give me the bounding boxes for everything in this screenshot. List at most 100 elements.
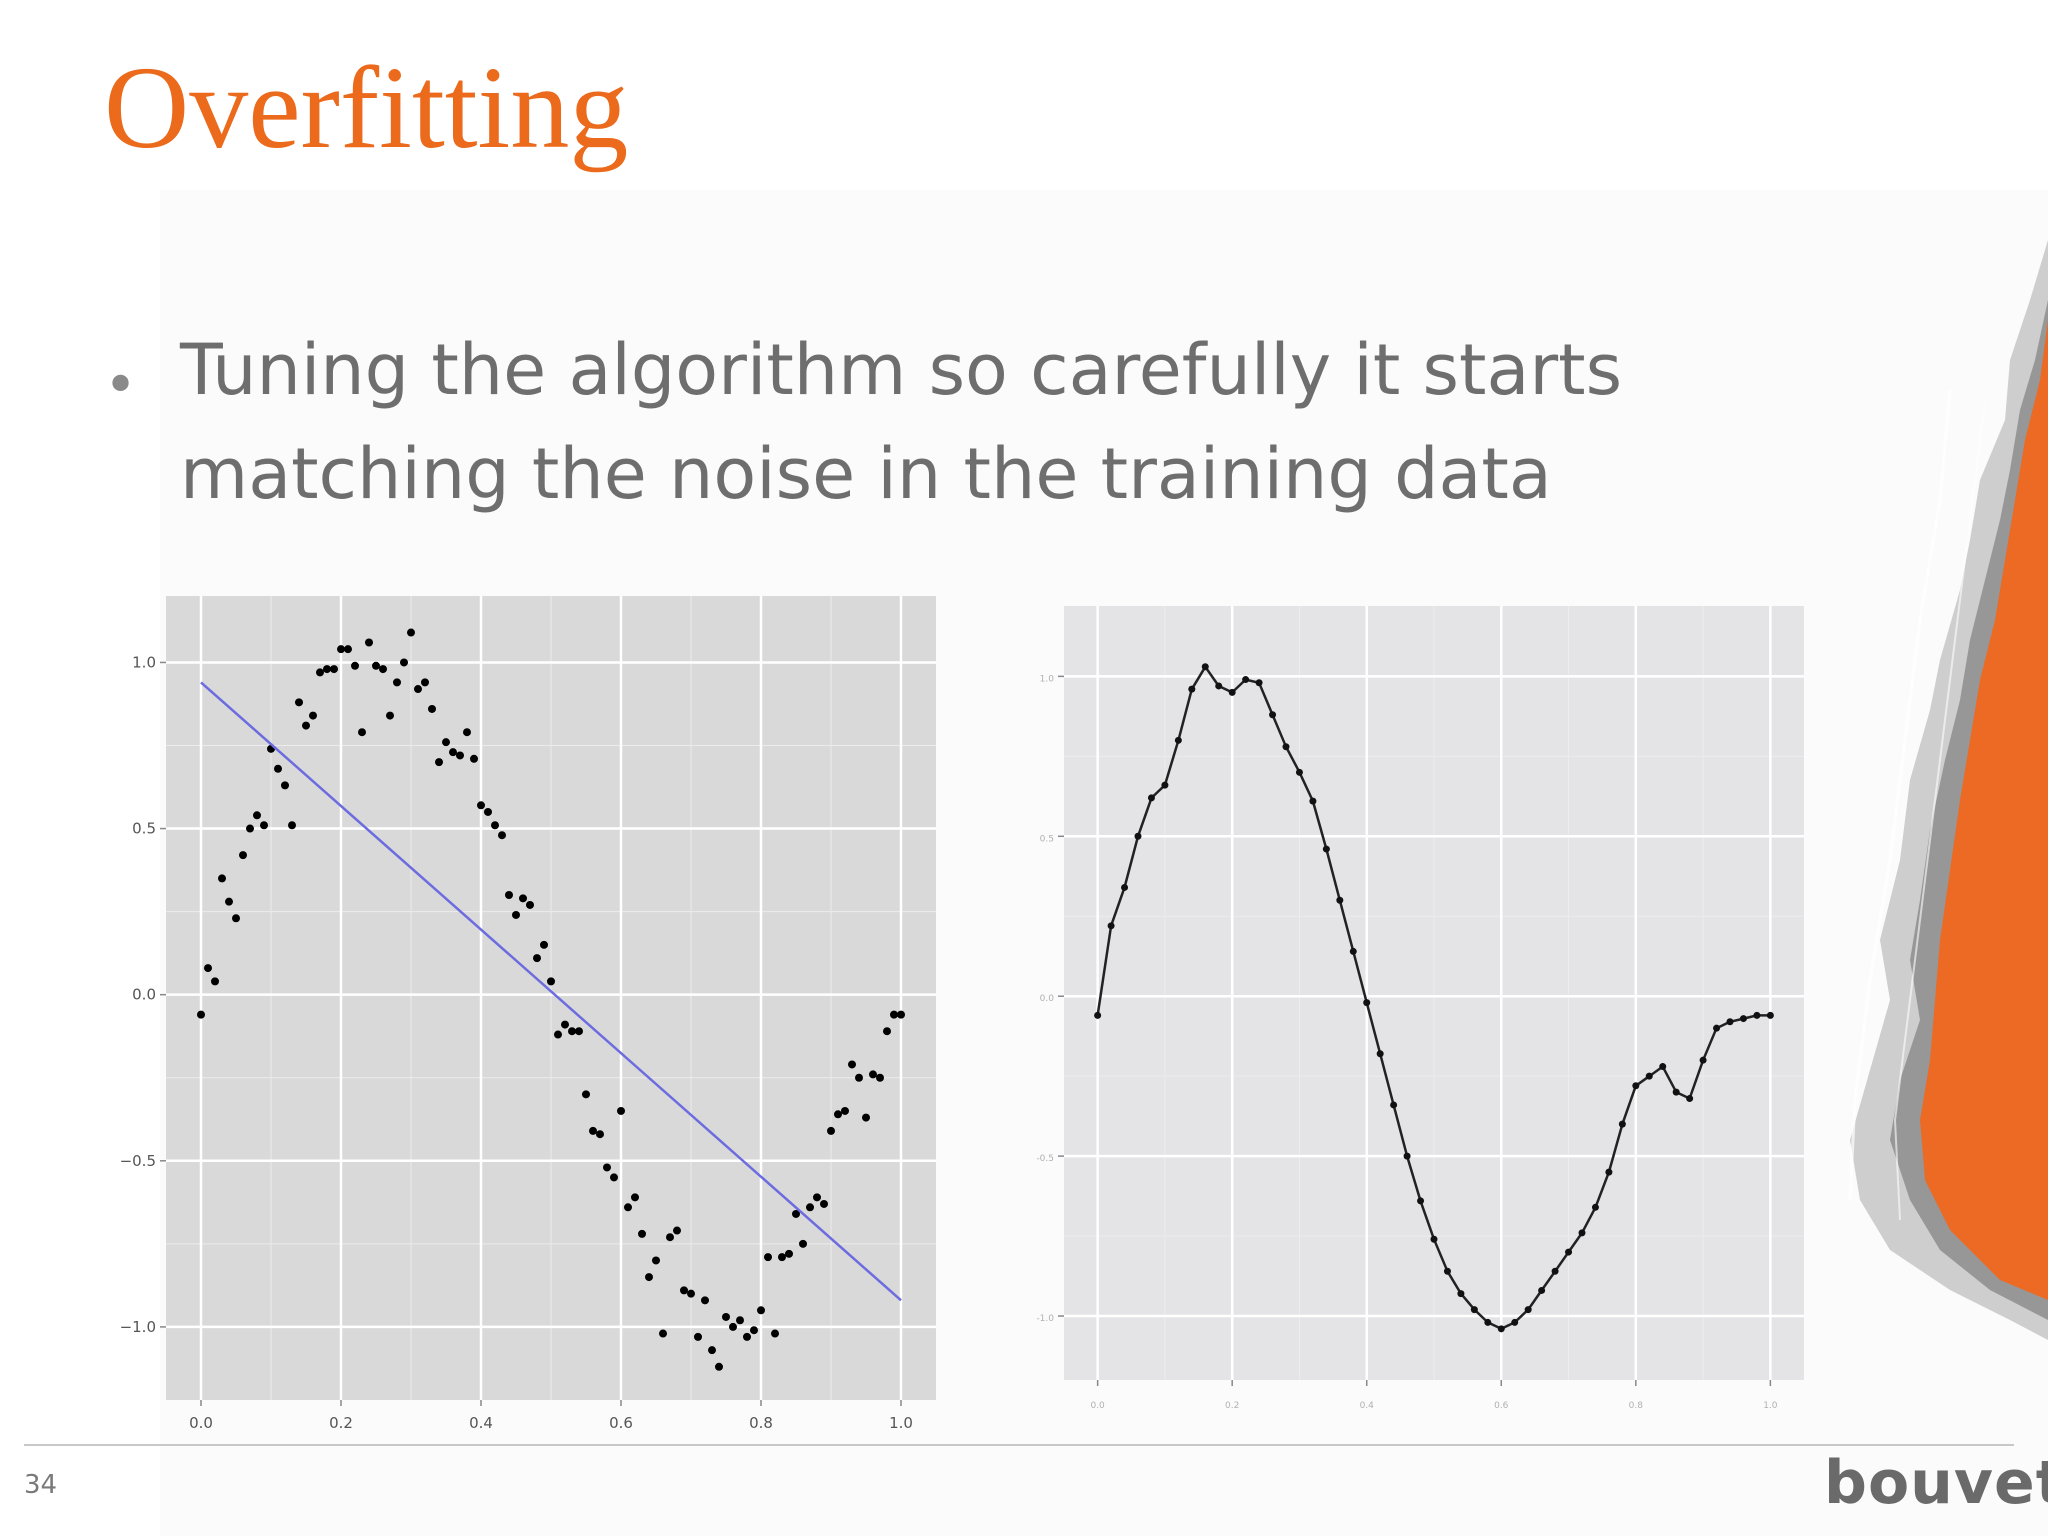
data-point — [806, 1203, 814, 1212]
data-point — [309, 711, 317, 720]
data-point — [246, 824, 254, 833]
x-tick-label: 0.2 — [329, 1414, 353, 1432]
data-point — [610, 1173, 618, 1182]
data-point — [715, 1362, 723, 1371]
data-point — [701, 1296, 709, 1305]
bullet-marker: • — [104, 353, 138, 418]
data-point — [442, 738, 450, 747]
curve-point — [1578, 1229, 1586, 1237]
data-point — [862, 1113, 870, 1122]
curve-point — [1417, 1197, 1425, 1205]
y-tick-label: 1.0 — [1040, 674, 1055, 684]
curve-point — [1632, 1082, 1640, 1090]
data-point — [631, 1193, 639, 1202]
curve-point — [1551, 1267, 1559, 1275]
data-point — [407, 628, 415, 637]
y-tick-label: 0.5 — [1040, 834, 1054, 844]
y-tick-label: 0.5 — [132, 820, 156, 838]
data-point — [897, 1010, 905, 1019]
curve-point — [1659, 1063, 1667, 1071]
curve-point — [1686, 1095, 1694, 1103]
x-tick-label: 0.6 — [1494, 1401, 1509, 1410]
fit-line — [200, 681, 902, 1302]
data-point — [659, 1329, 667, 1338]
curve-point — [1618, 1120, 1626, 1128]
curve-point — [1121, 883, 1129, 891]
y-tick-label: 0.0 — [132, 986, 156, 1004]
y-tick-label: 1.0 — [132, 653, 156, 671]
data-point — [316, 668, 324, 677]
data-point — [771, 1329, 779, 1338]
data-point — [855, 1073, 863, 1082]
data-point — [351, 661, 359, 670]
curve-point — [1713, 1024, 1721, 1032]
data-point — [624, 1203, 632, 1212]
data-point — [281, 781, 289, 790]
data-point — [519, 894, 527, 903]
data-point — [729, 1322, 737, 1331]
data-point — [484, 807, 492, 816]
data-point — [736, 1316, 744, 1325]
curve-point — [1538, 1286, 1546, 1294]
bouvet-logo: bouvet — [1824, 1448, 2048, 1518]
data-point — [848, 1060, 856, 1069]
data-point — [386, 711, 394, 720]
curve-point — [1766, 1011, 1774, 1019]
curve-point — [1228, 688, 1236, 696]
curve-point — [1107, 922, 1115, 930]
data-point — [414, 685, 422, 694]
bullet-text: Tuning the algorithm so carefully it sta… — [180, 318, 1740, 526]
data-point — [778, 1253, 786, 1262]
curve-point — [1161, 781, 1169, 789]
curve-point — [1524, 1306, 1532, 1314]
data-point — [218, 874, 226, 883]
data-point — [575, 1027, 583, 1036]
data-point — [673, 1226, 681, 1235]
data-point — [561, 1020, 569, 1029]
curve-point — [1511, 1318, 1519, 1326]
data-point — [820, 1199, 828, 1208]
data-point — [512, 910, 520, 919]
curve-point — [1363, 999, 1371, 1007]
curve-point — [1645, 1072, 1653, 1080]
linear-fit-scatter-chart: 0.0 0.2 0.4 0.6 0.8 1.0 1.0 0.5 0.0 −0.5 −1.0 — [120, 596, 936, 1432]
data-point — [232, 914, 240, 923]
data-point — [435, 758, 443, 767]
data-point — [638, 1229, 646, 1238]
data-point — [589, 1126, 597, 1135]
y-tick-label: -0.5 — [1036, 1154, 1054, 1164]
data-point — [666, 1233, 674, 1242]
data-point — [750, 1326, 758, 1335]
data-point — [498, 831, 506, 840]
data-point — [687, 1289, 695, 1298]
data-point — [764, 1253, 772, 1262]
data-point — [505, 891, 513, 900]
data-point — [449, 748, 457, 757]
x-tick-label: 0.4 — [469, 1414, 493, 1432]
data-point — [253, 811, 261, 820]
x-tick-label: 0.0 — [189, 1414, 213, 1432]
data-point — [792, 1209, 800, 1218]
curve-point — [1430, 1235, 1438, 1243]
data-point — [841, 1106, 849, 1115]
data-point — [302, 721, 310, 730]
slide-title: Overfitting — [104, 42, 629, 173]
data-point — [876, 1073, 884, 1082]
data-point — [330, 665, 338, 674]
curve-point — [1672, 1088, 1680, 1096]
data-point — [596, 1130, 604, 1139]
curve-point — [1349, 947, 1357, 955]
data-point — [456, 751, 464, 760]
data-point — [239, 851, 247, 860]
curve-point — [1147, 794, 1155, 802]
data-point — [533, 954, 541, 963]
curve-point — [1565, 1248, 1573, 1256]
data-point — [393, 678, 401, 687]
y-tick-label: 0.0 — [1040, 994, 1055, 1004]
data-point — [708, 1346, 716, 1355]
data-point — [582, 1090, 590, 1099]
curve-point — [1591, 1203, 1599, 1211]
x-tick-label: 0.0 — [1090, 1401, 1105, 1410]
data-point — [540, 940, 548, 949]
data-point — [372, 661, 380, 670]
